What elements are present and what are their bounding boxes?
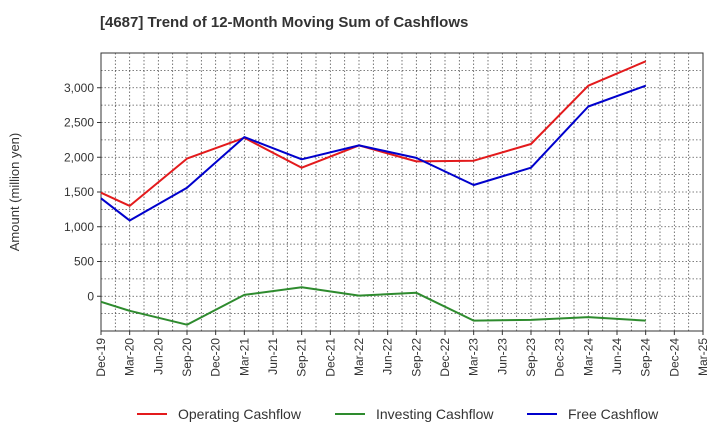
x-axis-ticks: Dec-19 Mar-20 Jun-20 Sep-20 Dec-20 Mar-21 Jun-… [94, 331, 710, 377]
x-tick-label: Mar-21 [237, 338, 251, 376]
x-tick-label: Jun-21 [266, 338, 280, 375]
y-tick-label: 500 [74, 255, 94, 269]
y-tick-label: 2,000 [64, 150, 94, 164]
legend-label: Investing Cashflow [376, 406, 494, 422]
x-tick-label: Sep-22 [409, 338, 423, 377]
x-tick-label: Sep-23 [524, 338, 538, 377]
y-tick-label: 3,000 [64, 81, 94, 95]
x-tick-label: Mar-22 [352, 338, 366, 376]
x-tick-label: Jun-24 [610, 338, 624, 375]
y-tick-label: 1,500 [64, 185, 94, 199]
x-tick-label: Dec-19 [94, 338, 108, 377]
series-line-free-cashflow [100, 84, 647, 222]
x-tick-label: Jun-20 [151, 338, 165, 375]
x-tick-label: Dec-20 [209, 338, 223, 377]
grid [100, 52, 704, 332]
legend-label: Free Cashflow [568, 406, 659, 422]
y-tick-label: 1,000 [64, 220, 94, 234]
x-tick-label: Sep-21 [295, 338, 309, 377]
y-tick-label: 0 [87, 289, 94, 303]
y-tick-label: 2,500 [64, 116, 94, 130]
y-axis-ticks: 0 500 1,000 1,500 2,000 2,500 3,000 [64, 81, 101, 303]
x-tick-label: Dec-21 [323, 338, 337, 377]
series-line-investing-cashflow [100, 286, 646, 326]
x-tick-label: Dec-22 [438, 338, 452, 377]
x-tick-label: Mar-23 [467, 338, 481, 376]
x-tick-label: Dec-24 [667, 338, 681, 377]
legend: Operating Cashflow Investing Cashflow Free… [137, 406, 659, 422]
x-tick-label: Jun-23 [495, 338, 509, 375]
x-tick-label: Sep-24 [639, 338, 653, 377]
x-tick-label: Mar-25 [696, 338, 710, 376]
x-tick-label: Jun-22 [381, 338, 395, 375]
legend-label: Operating Cashflow [178, 406, 302, 422]
x-tick-label: Dec-23 [553, 338, 567, 377]
x-tick-label: Mar-24 [581, 338, 595, 376]
x-tick-label: Mar-20 [123, 338, 137, 376]
x-tick-label: Sep-20 [180, 338, 194, 377]
chart-title: [4687] Trend of 12-Month Moving Sum of C… [100, 14, 469, 31]
y-axis-label: Amount (million yen) [7, 133, 22, 252]
series-lines [100, 60, 647, 326]
